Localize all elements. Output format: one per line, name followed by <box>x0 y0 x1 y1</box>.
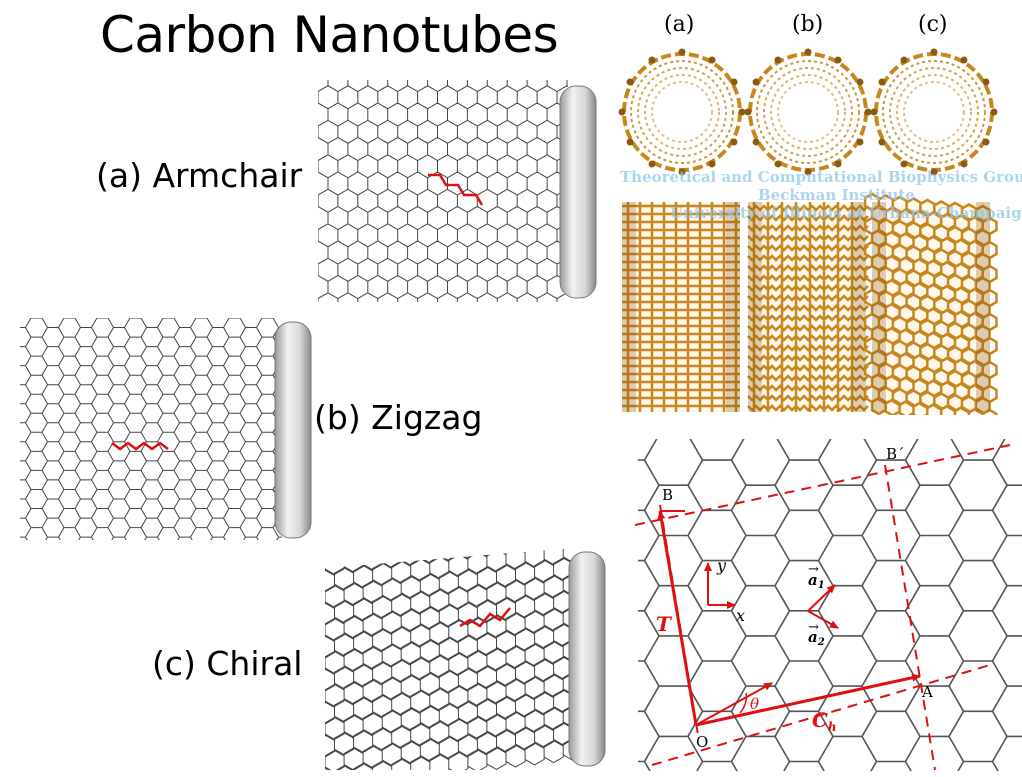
label-chiral: (c) Chiral <box>152 644 303 683</box>
tube-end-view-a <box>618 48 746 176</box>
vector-Ch-label: Ch <box>812 708 837 734</box>
chiral-hex-grid <box>325 548 575 770</box>
tube-side-view-b <box>747 202 869 412</box>
label-armchair: (a) Armchair <box>96 156 303 195</box>
tube-side-view-c <box>863 192 998 415</box>
nanotube-models <box>618 48 998 415</box>
dashed-line-bb <box>634 444 1011 526</box>
armchair-sheet <box>318 80 597 302</box>
dashed-line-oa <box>651 664 991 766</box>
armchair-hex-grid <box>318 80 568 302</box>
point-B-label: B <box>662 486 673 504</box>
tube-end-view-c <box>870 48 998 176</box>
vector-a1-arrowhead: → <box>808 562 819 577</box>
point-O-label: O <box>696 733 708 751</box>
zigzag-sheet <box>20 318 312 540</box>
chiral-sheet <box>325 548 606 770</box>
vector-T-label: T <box>656 612 673 636</box>
watermark-line1: Theoretical and Computational Biophysics… <box>620 168 1022 186</box>
model-label-b: (b) <box>792 12 824 37</box>
theta-label: θ <box>750 695 759 713</box>
axis-y-label: y <box>716 556 727 575</box>
dashed-line-ab <box>884 464 936 771</box>
vector-a2 <box>807 610 839 629</box>
model-label-c: (c) <box>918 12 948 37</box>
tube-end-view-b <box>744 48 872 176</box>
watermark-line3: University of Illinois at Urbana-Champai… <box>670 204 1022 222</box>
vector-a2-label: a2 <box>808 628 825 648</box>
page-title: Carbon Nanotubes <box>100 6 559 64</box>
vector-Ch <box>695 673 921 727</box>
zigzag-highlight <box>111 441 169 451</box>
graphene-lattice <box>638 439 1022 771</box>
chiral-vector-diagram: B B´ O A T Ch θ y x a1 a2 → → <box>634 439 1022 771</box>
point-Bprime-label: B´ <box>886 445 905 463</box>
watermark-line2: Beckman Institute <box>758 186 915 204</box>
chiral-tube <box>568 551 606 767</box>
chiral-highlight <box>459 607 511 628</box>
label-zigzag: (b) Zigzag <box>314 398 483 437</box>
zigzag-tube <box>274 321 312 539</box>
model-label-a: (a) <box>664 12 695 37</box>
tube-side-view-a <box>622 202 740 412</box>
vector-T <box>657 510 698 726</box>
vector-a1 <box>807 584 836 612</box>
angle-theta-arc <box>739 692 748 714</box>
point-A-label: A <box>921 683 933 701</box>
vector-a1-label: a1 <box>808 571 825 591</box>
zigzag-hex-grid <box>20 318 282 540</box>
armchair-highlight <box>428 173 484 206</box>
axis-x-label: x <box>736 606 745 625</box>
vector-a2-arrowhead: → <box>808 620 819 635</box>
vector-zigzag-direction <box>695 682 773 726</box>
armchair-tube <box>559 85 597 299</box>
